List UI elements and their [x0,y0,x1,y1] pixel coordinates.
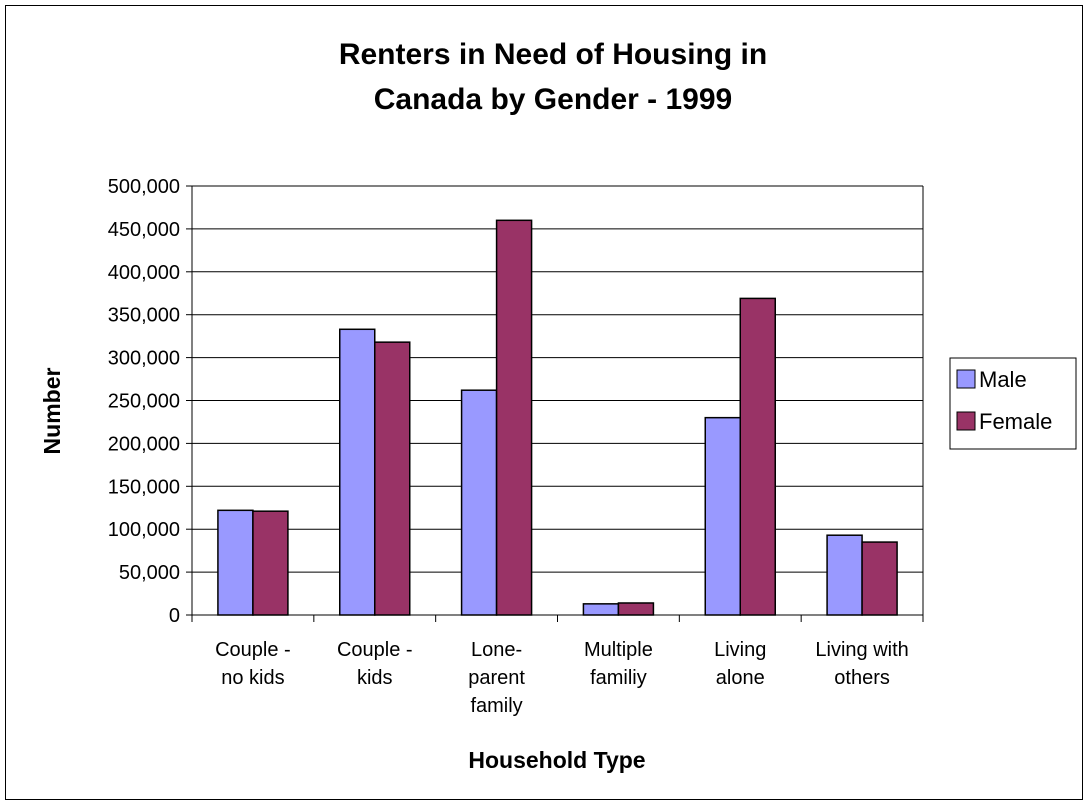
y-tick-label: 400,000 [108,262,180,284]
bar-male [704,416,741,616]
x-tick-label: familiy [590,667,647,689]
bar-male [582,603,620,616]
legend-label-female: Female [979,409,1052,434]
x-tick-label: Multiple [584,639,653,661]
x-tick-label: others [834,667,890,689]
legend-swatch-female [956,411,976,431]
bar-male [826,534,863,616]
x-tick-label: Lone- [471,639,522,661]
y-tick-label: 450,000 [108,219,180,241]
bar-female [374,341,411,616]
bar-female [617,602,655,616]
x-tick-label: alone [716,667,765,689]
x-tick-label: family [470,695,522,717]
y-tick-label: 300,000 [108,348,180,370]
x-tick-label: Living with [815,639,908,661]
chart-title-line-1: Renters in Need of Housing in [339,38,767,71]
legend-swatch-male [956,369,976,389]
bar-chart: Renters in Need of Housing in Canada by … [5,5,1083,800]
x-tick-label: Couple - [337,639,413,661]
y-tick-label: 250,000 [108,391,180,413]
legend: Male Female [949,357,1077,450]
bar-male [217,509,254,616]
bar-female [252,510,289,616]
x-tick-label: parent [468,667,525,689]
y-tick-label: 350,000 [108,305,180,327]
bar-female [739,297,776,616]
x-tick-label: Couple - [215,639,291,661]
y-tick-label: 150,000 [108,476,180,498]
plot-area: 0 50,000 100,000 150,000 200,000 250,000 300,0… [108,176,924,717]
bar-female [495,219,533,616]
x-tick-label: kids [357,667,393,689]
chart-frame: Renters in Need of Housing in Canada by … [5,5,1083,800]
y-tick-label: 200,000 [108,433,180,455]
bar-male [460,389,498,616]
chart-border [5,5,1083,800]
x-tick-label: no kids [221,667,284,689]
bar-male [339,328,376,616]
y-tick-label: 50,000 [119,562,180,584]
x-tick-label: Living [714,639,766,661]
y-tick-label: 100,000 [108,519,180,541]
x-axis-title: Household Type [468,747,645,773]
chart-title-line-2: Canada by Gender - 1999 [374,83,732,116]
y-tick-label: 0 [169,605,180,627]
legend-label-male: Male [979,367,1027,392]
y-axis-title: Number [39,368,65,455]
y-tick-label: 500,000 [108,176,180,198]
bar-female [861,541,898,616]
